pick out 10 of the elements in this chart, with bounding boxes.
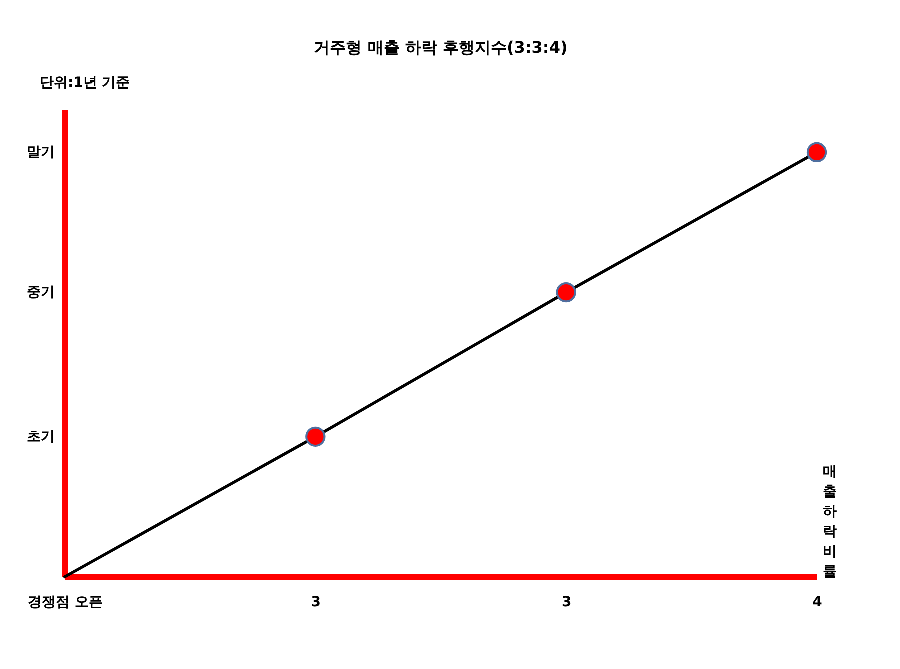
chart-subtitle: 단위:1년 기준 (40, 75, 130, 91)
x-tick-label: 3 (562, 594, 572, 610)
text: 초기 (27, 428, 55, 445)
text: 매출하락비률 (823, 464, 837, 580)
chart-title: 거주형 매출 하락 후행지수(3:3:4) (314, 38, 568, 57)
x-tick-label: 3 (311, 594, 322, 610)
text: 중기 (27, 284, 55, 301)
x-tick-label: 경쟁점 오픈 (28, 594, 103, 610)
text: 말기 (27, 144, 55, 160)
x-tick-label: 4 (812, 594, 823, 610)
